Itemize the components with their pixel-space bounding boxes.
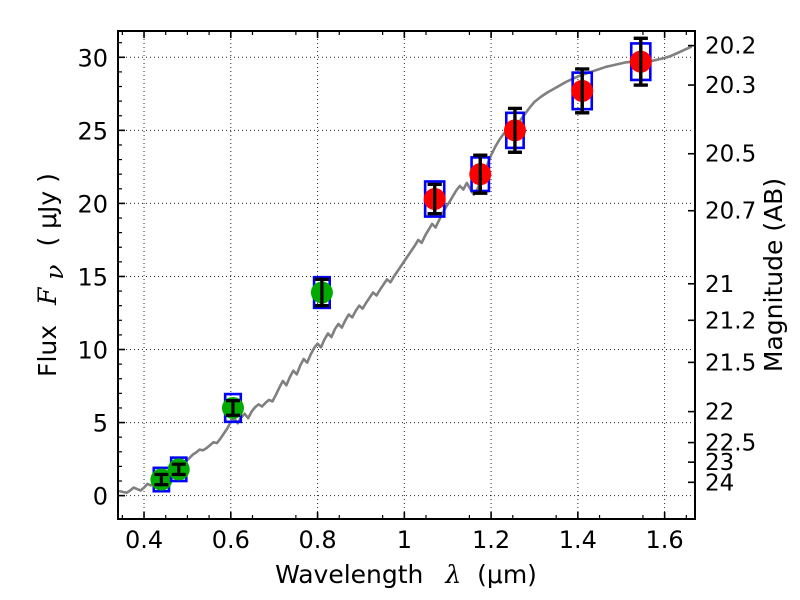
y-tick-label-right: 24	[705, 470, 734, 496]
x-axis-title-word: Wavelength	[275, 560, 423, 589]
y-axis-left-ticks	[118, 42, 125, 497]
x-tick-label: 1.6	[646, 526, 684, 554]
y-tick-label-left: 5	[93, 410, 108, 438]
gridlines	[118, 31, 695, 519]
x-axis-title-symbol: λ	[444, 560, 461, 589]
y-tick-label-left: 30	[77, 44, 108, 72]
x-axis-tick-labels: 0.4 0.6 0.8 1 1.2 1.4 1.6	[125, 526, 684, 554]
photometry-point	[221, 392, 244, 424]
y-tick-label-left: 25	[77, 117, 108, 145]
x-tick-label: 0.4	[125, 526, 163, 554]
y-tick-label-right: 20.3	[705, 73, 756, 99]
x-tick-label: 0.6	[212, 526, 250, 554]
x-axis-ticks	[121, 31, 687, 519]
y-tick-label-right: 20.5	[705, 142, 756, 168]
photometry-point	[150, 466, 173, 493]
x-tick-label: 0.8	[298, 526, 336, 554]
y-tick-label-left: 0	[93, 483, 108, 511]
y-axis-right-ticks	[688, 44, 695, 484]
x-axis-title: Wavelength λ (μm)	[275, 560, 537, 589]
y-axis-title: Flux F ν ( μJy )	[33, 173, 69, 377]
right-axis-title-text: Magnitude (AB)	[759, 178, 788, 372]
x-tick-label: 1	[397, 526, 412, 554]
y-tick-label-right: 23	[705, 450, 734, 476]
svg-text:Wavelength λ (: Wavelength λ (μm)	[275, 560, 537, 589]
svg-text:Flux F ν: Flux F ν ( μJy )	[33, 173, 69, 377]
photometry-point	[503, 106, 526, 154]
photometry-point	[629, 36, 652, 87]
photometry-point	[469, 153, 492, 195]
photometry-point	[167, 456, 190, 483]
y-tick-label-right: 22.5	[705, 431, 756, 457]
y-axis-title-word: Flux	[33, 325, 62, 377]
photometry-point	[423, 180, 446, 218]
y-axis-title-symbol: F	[33, 286, 62, 306]
photometry-point	[571, 67, 594, 115]
y-tick-label-left: 15	[77, 263, 108, 291]
y-axis-title-subscript: ν	[40, 265, 69, 280]
axes-frame	[117, 30, 696, 520]
photometry-points	[150, 36, 652, 493]
y-tick-label-right: 21	[705, 272, 734, 298]
y-tick-label-right: 20.2	[705, 34, 756, 60]
y-tick-label-left: 10	[77, 337, 108, 365]
y-tick-label-right: 21.2	[705, 308, 756, 334]
x-axis-title-unit: (μm)	[477, 560, 537, 589]
y-tick-label-right: 21.5	[705, 350, 756, 376]
y-tick-label-right: 20.7	[705, 199, 756, 225]
y-axis-left-tick-labels: 0 5 10 15 20 25 30	[77, 44, 108, 510]
y-tick-label-left: 20	[77, 190, 108, 218]
y-tick-label-right: 22	[705, 400, 734, 426]
y-axis-title-unit: ( μJy )	[33, 173, 62, 246]
x-tick-label: 1.2	[472, 526, 510, 554]
right-axis-title: Magnitude (AB)	[759, 178, 788, 372]
photometry-point	[310, 275, 333, 310]
model-spectrum-line	[118, 45, 692, 494]
x-tick-label: 1.4	[559, 526, 597, 554]
